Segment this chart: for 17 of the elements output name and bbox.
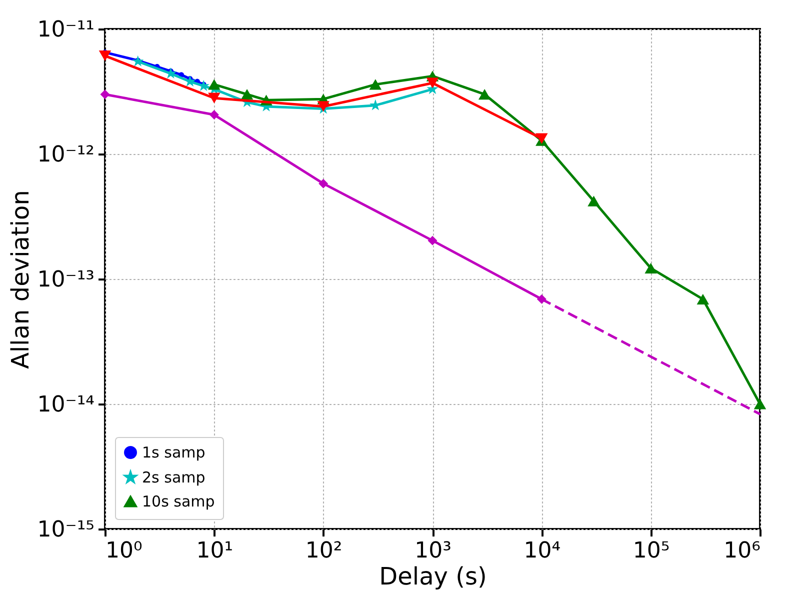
x-tick-label: 10⁰ xyxy=(106,538,142,564)
x-tick-label: 10³ xyxy=(414,538,452,564)
y-tick-label: 10⁻¹⁵ xyxy=(37,518,94,542)
x-tick-label: 10⁵ xyxy=(632,538,670,564)
y-tick-label: 10⁻¹¹ xyxy=(37,18,94,42)
y-axis-title: Allan deviation xyxy=(6,190,34,369)
x-tick-label: 10⁶ xyxy=(724,538,761,564)
legend-label: 1s samp xyxy=(142,444,206,462)
y-tick-label: 10⁻¹⁴ xyxy=(37,392,95,418)
y-tick-label: 10⁻¹² xyxy=(37,142,94,168)
legend-label: 10s samp xyxy=(142,492,215,510)
x-tick-label: 10² xyxy=(305,538,342,564)
x-tick-label: 10¹ xyxy=(196,538,234,564)
x-axis-title: Delay (s) xyxy=(379,562,487,590)
y-tick-label: 10⁻¹³ xyxy=(37,268,94,292)
legend-label: 2s samp xyxy=(142,468,206,486)
x-tick-label: 10⁴ xyxy=(524,538,561,564)
